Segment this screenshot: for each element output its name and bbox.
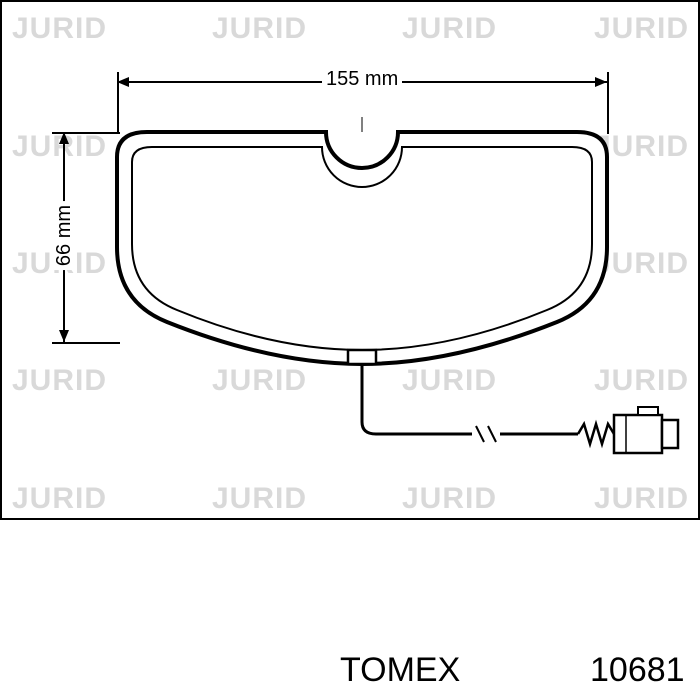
part-number: 10681 [590, 651, 685, 690]
brand-name: TOMEX [340, 651, 460, 690]
diagram-frame: JURIDJURIDJURIDJURIDJURIDJURIDJURIDJURID… [0, 0, 700, 520]
brake-pad-shape [2, 2, 700, 522]
